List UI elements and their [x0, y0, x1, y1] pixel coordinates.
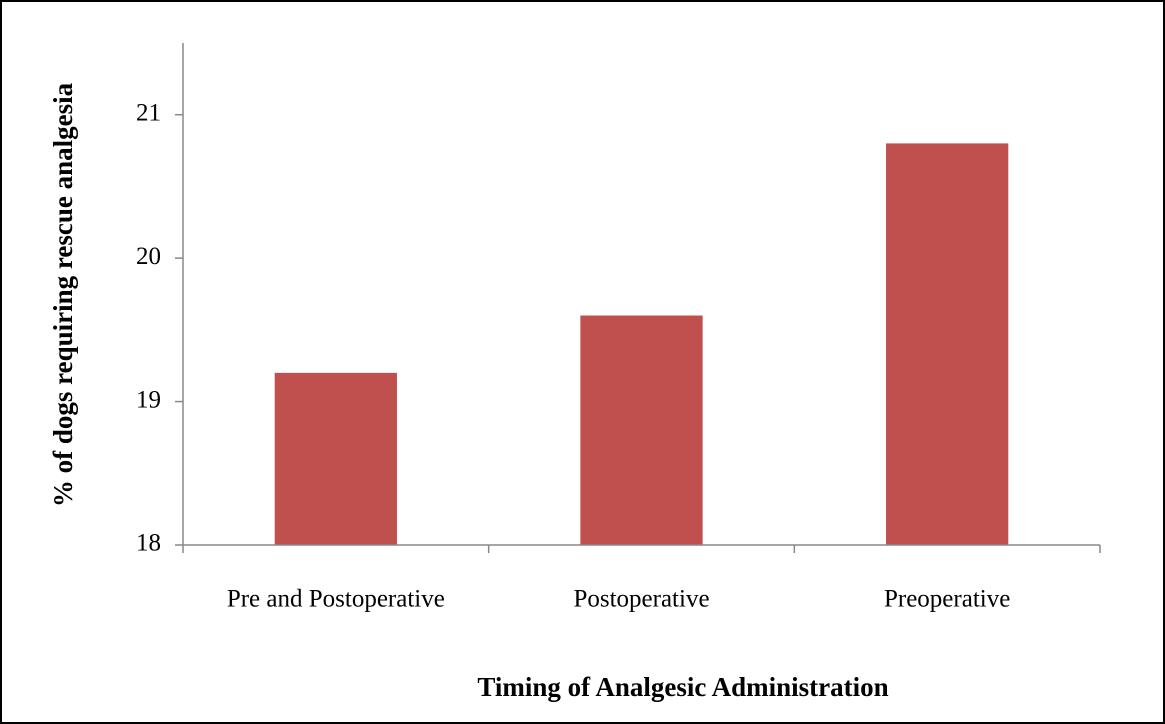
bar	[886, 143, 1009, 545]
bar	[580, 315, 703, 545]
y-tick-label: 19	[136, 386, 161, 413]
x-tick-label: Postoperative	[573, 586, 709, 613]
x-tick-label: Preoperative	[884, 586, 1010, 613]
bar	[274, 372, 397, 545]
x-axis-title: Timing of Analgesic Administration	[477, 672, 888, 702]
y-tick-label: 18	[136, 530, 161, 557]
y-tick-label: 20	[136, 243, 161, 270]
x-tick-label: Pre and Postoperative	[227, 586, 445, 613]
y-axis-title: % of dogs requiring rescue analgesia	[48, 82, 78, 507]
y-tick-label: 21	[136, 99, 161, 126]
